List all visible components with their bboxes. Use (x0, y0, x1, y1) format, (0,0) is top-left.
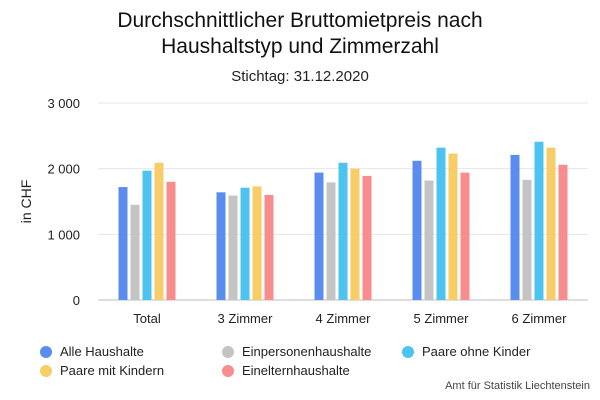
bar-einpersonenhaushalte-6-zimmer (522, 179, 532, 300)
legend-item-alle-haushalte: Alle Haushalte (40, 344, 144, 359)
legend-item-einpersonenhaushalte: Einpersonenhaushalte (222, 344, 371, 359)
bar-alle-haushalte-4-zimmer (314, 172, 324, 300)
chart-title-line-2: Haushaltstyp und Zimmerzahl (161, 35, 439, 58)
x-tick-label: Total (133, 311, 161, 326)
bar-paare-ohne-kinder-5-zimmer (436, 147, 446, 300)
x-tick-label: 5 Zimmer (414, 311, 470, 326)
bar-paare-mit-kindern-6-zimmer (546, 147, 556, 300)
legend-label-einpersonenhaushalte: Einpersonenhaushalte (242, 344, 372, 359)
legend-label-einelternhaushalte: Einelternhaushalte (242, 363, 350, 378)
bar-paare-ohne-kinder-6-zimmer (534, 141, 544, 300)
source-credit: Amt für Statistik Liechtenstein (445, 380, 590, 392)
bar-einpersonenhaushalte-5-zimmer (424, 180, 434, 300)
x-tick-label: 6 Zimmer (512, 311, 568, 326)
y-tick-label: 2 000 (47, 162, 80, 177)
legend-swatch-einpersonenhaushalte (222, 345, 234, 358)
y-tick-label: 3 000 (47, 96, 80, 111)
chart-title-line-1: Durchschnittlicher Bruttomietpreis nach (117, 9, 483, 32)
y-tick-label: 0 (73, 293, 80, 308)
bar-alle-haushalte-6-zimmer (510, 154, 520, 300)
y-axis-label: in CHF (18, 180, 34, 224)
bar-einelternhaushalte-5-zimmer (460, 172, 470, 300)
bar-alle-haushalte-5-zimmer (412, 160, 422, 300)
bar-paare-ohne-kinder-3-zimmer (240, 187, 250, 300)
bar-paare-mit-kindern-3-zimmer (252, 186, 262, 300)
bar-paare-mit-kindern-4-zimmer (350, 168, 360, 300)
legend-swatch-paare-mit-kindern (40, 364, 52, 377)
bar-alle-haushalte-total (118, 187, 128, 300)
legend-label-alle-haushalte: Alle Haushalte (60, 344, 144, 359)
bar-einpersonenhaushalte-4-zimmer (326, 182, 336, 300)
legend-swatch-alle-haushalte (40, 345, 52, 358)
x-tick-label: 3 Zimmer (218, 311, 274, 326)
legend-label-paare-ohne-kinder: Paare ohne Kinder (422, 344, 531, 359)
x-tick-label: 4 Zimmer (316, 311, 372, 326)
chart-subtitle: Stichtag: 31.12.2020 (231, 68, 369, 85)
bar-alle-haushalte-3-zimmer (216, 192, 226, 300)
bar-einelternhaushalte-total (166, 181, 176, 300)
bar-einpersonenhaushalte-3-zimmer (228, 195, 238, 300)
bar-paare-ohne-kinder-total (142, 170, 152, 300)
bar-paare-mit-kindern-5-zimmer (448, 153, 458, 300)
bar-paare-mit-kindern-total (154, 162, 164, 300)
bar-paare-ohne-kinder-4-zimmer (338, 162, 348, 300)
bar-einpersonenhaushalte-total (130, 204, 140, 300)
bar-einelternhaushalte-3-zimmer (264, 194, 274, 300)
legend-item-einelternhaushalte: Einelternhaushalte (222, 363, 350, 378)
legend-swatch-paare-ohne-kinder (402, 345, 414, 358)
bar-einelternhaushalte-4-zimmer (362, 175, 372, 300)
legend-swatch-einelternhaushalte (222, 364, 234, 377)
bar-einelternhaushalte-6-zimmer (558, 164, 568, 300)
legend-item-paare-mit-kindern: Paare mit Kindern (40, 363, 164, 378)
y-tick-label: 1 000 (47, 227, 80, 242)
legend-item-paare-ohne-kinder: Paare ohne Kinder (402, 344, 530, 359)
legend-label-paare-mit-kindern: Paare mit Kindern (60, 363, 165, 378)
